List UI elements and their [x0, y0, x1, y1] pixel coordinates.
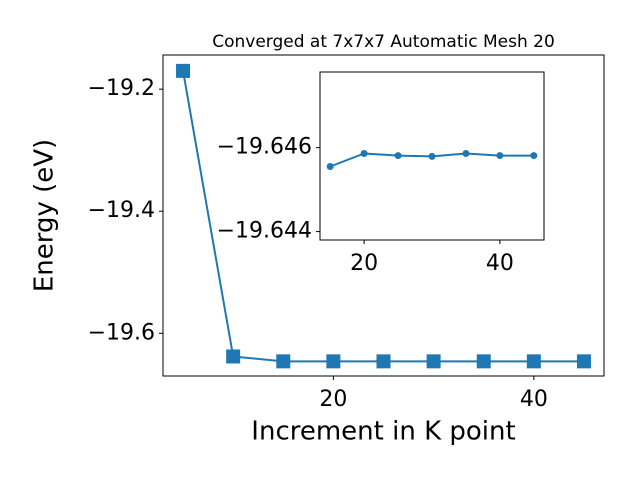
- marker: [326, 354, 341, 369]
- marker: [426, 354, 441, 369]
- marker: [530, 152, 538, 160]
- marker: [326, 163, 334, 170]
- marker: [576, 354, 591, 369]
- marker: [226, 349, 241, 364]
- y-tick-label: −19.2: [88, 76, 155, 101]
- y-axis-label: Energy (eV): [30, 139, 60, 292]
- marker: [496, 152, 504, 160]
- marker: [360, 149, 368, 157]
- marker: [276, 354, 291, 369]
- marker: [526, 354, 541, 369]
- x-tick-label: 20: [319, 387, 347, 412]
- marker: [462, 149, 470, 157]
- marker: [176, 63, 191, 78]
- marker: [394, 152, 402, 160]
- marker: [376, 354, 391, 369]
- x-tick-label: 20: [350, 251, 378, 276]
- y-tick-label: −19.644: [217, 219, 312, 244]
- x-tick-label: 40: [520, 387, 548, 412]
- x-axis-label: Increment in K point: [251, 417, 515, 447]
- marker: [428, 152, 436, 160]
- y-tick-label: −19.6: [88, 320, 155, 345]
- y-tick-label: −19.4: [88, 198, 155, 223]
- x-tick-label: 40: [486, 251, 514, 276]
- y-tick-label: −19.646: [217, 135, 312, 160]
- marker: [476, 354, 491, 369]
- chart-title: Converged at 7x7x7 Automatic Mesh 20: [212, 32, 555, 52]
